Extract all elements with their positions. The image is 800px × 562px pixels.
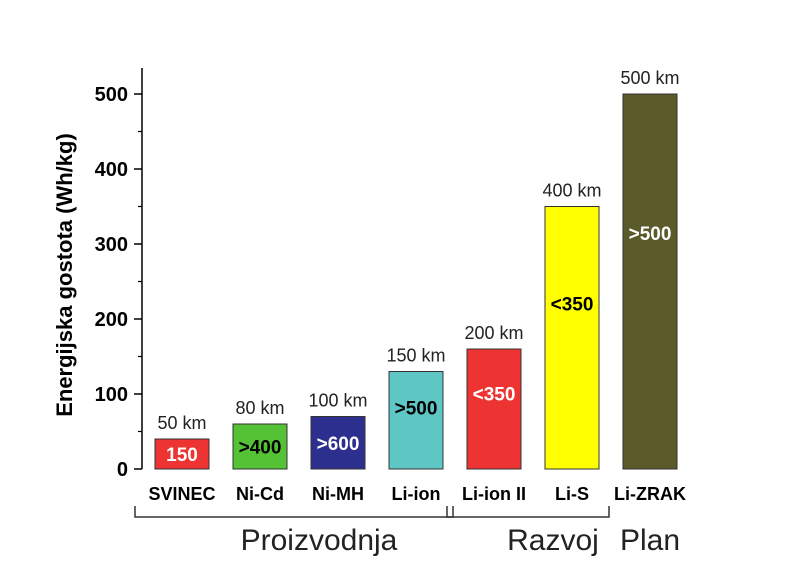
bar bbox=[310, 416, 366, 470]
group-label: Proizvodnja bbox=[241, 524, 398, 557]
inner-value-label: <350 bbox=[551, 295, 594, 316]
inner-value-label: 150 bbox=[166, 445, 198, 466]
y-tick-label: 400 bbox=[95, 159, 128, 181]
bar-labels: 50 km 150 SVINEC 80 km >400 Ni-Cd 100 km >600 Ni… bbox=[148, 68, 686, 504]
range-label: 150 km bbox=[386, 346, 445, 366]
inner-value-label: >400 bbox=[239, 438, 282, 459]
category-label: Ni-MH bbox=[312, 484, 364, 504]
category-label: Li-S bbox=[555, 484, 589, 504]
inner-value-label: >500 bbox=[395, 399, 438, 420]
bar bbox=[622, 93, 678, 470]
range-label: 500 km bbox=[620, 68, 679, 88]
inner-value-label: >600 bbox=[317, 434, 360, 455]
bar bbox=[544, 206, 600, 470]
y-tick-label: 0 bbox=[117, 459, 128, 481]
category-label: SVINEC bbox=[148, 484, 215, 504]
category-label: Li-ion II bbox=[462, 484, 526, 504]
y-tick-label: 500 bbox=[95, 84, 128, 106]
range-label: 200 km bbox=[464, 323, 523, 343]
group-label: Plan bbox=[620, 524, 680, 557]
group-label: Razvoj bbox=[507, 524, 599, 557]
bars bbox=[154, 93, 678, 470]
y-axis-title: Energijska gostota (Wh/kg) bbox=[52, 133, 77, 417]
bar bbox=[154, 438, 210, 470]
range-label: 80 km bbox=[235, 398, 284, 418]
inner-value-label: >500 bbox=[629, 224, 672, 245]
bar bbox=[388, 371, 444, 470]
bar bbox=[232, 423, 288, 470]
range-label: 100 km bbox=[308, 391, 367, 411]
y-tick-label: 300 bbox=[95, 234, 128, 256]
range-label: 50 km bbox=[157, 413, 206, 433]
bar bbox=[466, 348, 522, 470]
category-groups: Proizvodnja Razvoj Plan bbox=[134, 506, 680, 557]
y-tick-label: 200 bbox=[95, 309, 128, 331]
category-label: Li-ion bbox=[392, 484, 441, 504]
category-label: Li-ZRAK bbox=[614, 484, 686, 504]
range-label: 400 km bbox=[542, 181, 601, 201]
group-bracket bbox=[446, 506, 610, 518]
y-tick-label: 100 bbox=[95, 384, 128, 406]
category-label: Ni-Cd bbox=[236, 484, 284, 504]
inner-value-label: <350 bbox=[473, 384, 516, 405]
y-axis-ticks: 0 100 200 300 400 500 bbox=[95, 84, 142, 481]
group-bracket bbox=[134, 506, 454, 518]
